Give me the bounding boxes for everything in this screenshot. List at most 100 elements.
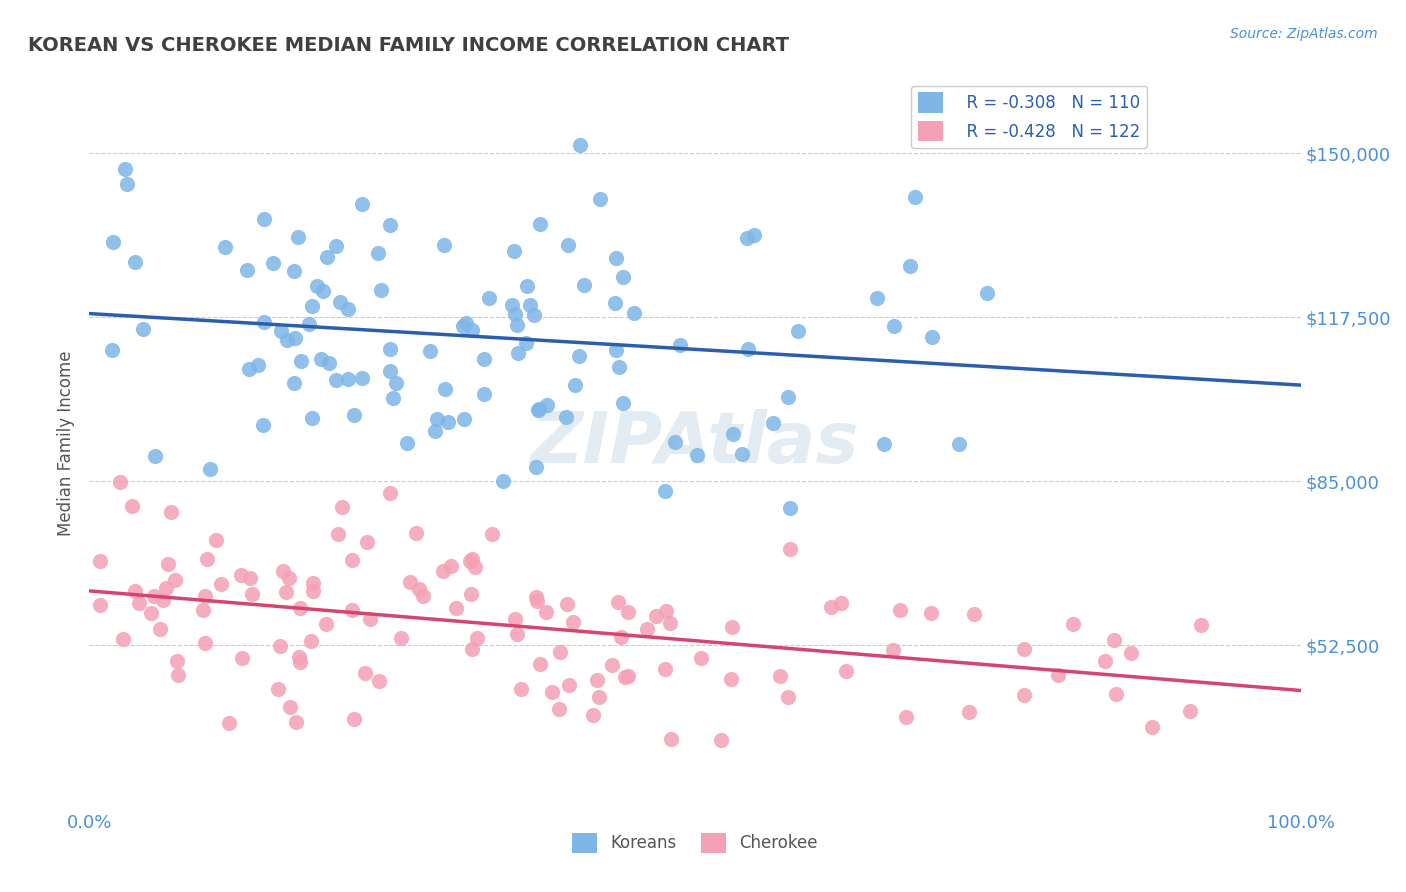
Point [290,601,312,615]
Point [510,682,533,697]
Point [340,603,363,617]
Point [309,352,332,367]
Point [398,574,420,589]
Point [283,376,305,391]
Point [1062,617,1084,632]
Point [326,526,349,541]
Point [574,278,596,293]
Point [921,330,943,344]
Point [114,161,136,176]
Point [288,649,311,664]
Point [290,353,312,368]
Point [343,713,366,727]
Point [89,554,111,568]
Point [659,616,682,631]
Point [440,558,463,573]
Point [610,630,633,644]
Point [380,342,402,356]
Point [735,231,758,245]
Point [769,669,792,683]
Point [458,554,481,568]
Point [284,331,307,345]
Point [607,360,630,375]
Point [108,475,131,489]
Point [659,731,682,746]
Point [287,229,309,244]
Point [307,279,329,293]
Point [163,573,186,587]
Point [548,702,571,716]
Point [508,345,530,359]
Point [218,715,240,730]
Point [898,259,921,273]
Point [654,484,676,499]
Point [253,212,276,227]
Point [419,344,441,359]
Point [526,402,548,417]
Point [506,626,529,640]
Point [690,651,713,665]
Point [456,316,478,330]
Point [664,435,686,450]
Point [506,318,529,332]
Point [617,668,640,682]
Point [1142,720,1164,734]
Point [343,408,366,422]
Point [582,708,605,723]
Point [200,462,222,476]
Point [461,551,484,566]
Point [141,606,163,620]
Point [605,251,627,265]
Point [710,732,733,747]
Point [612,396,634,410]
Point [432,238,454,252]
Point [558,678,581,692]
Point [588,192,610,206]
Point [515,336,537,351]
Point [526,459,548,474]
Point [461,642,484,657]
Point [957,705,980,719]
Point [731,447,754,461]
Point [481,527,503,541]
Point [367,245,389,260]
Point [464,559,486,574]
Text: Source: ZipAtlas.com: Source: ZipAtlas.com [1230,27,1378,41]
Point [389,632,412,646]
Point [586,673,609,687]
Point [378,364,401,378]
Point [720,620,742,634]
Point [301,410,323,425]
Point [787,325,810,339]
Point [720,672,742,686]
Point [613,671,636,685]
Point [503,244,526,258]
Point [686,448,709,462]
Point [669,337,692,351]
Point [166,654,188,668]
Point [605,295,627,310]
Point [302,584,325,599]
Point [191,603,214,617]
Point [240,587,263,601]
Point [721,427,744,442]
Point [276,333,298,347]
Point [527,401,550,416]
Point [529,657,551,672]
Point [340,553,363,567]
Point [883,318,905,333]
Point [569,137,592,152]
Point [882,643,904,657]
Point [378,218,401,232]
Point [534,605,557,619]
Point [820,599,842,614]
Point [143,449,166,463]
Point [761,416,783,430]
Point [645,609,668,624]
Point [963,607,986,621]
Point [269,640,291,654]
Point [1094,654,1116,668]
Point [523,308,546,322]
Point [426,412,449,426]
Point [278,700,301,714]
